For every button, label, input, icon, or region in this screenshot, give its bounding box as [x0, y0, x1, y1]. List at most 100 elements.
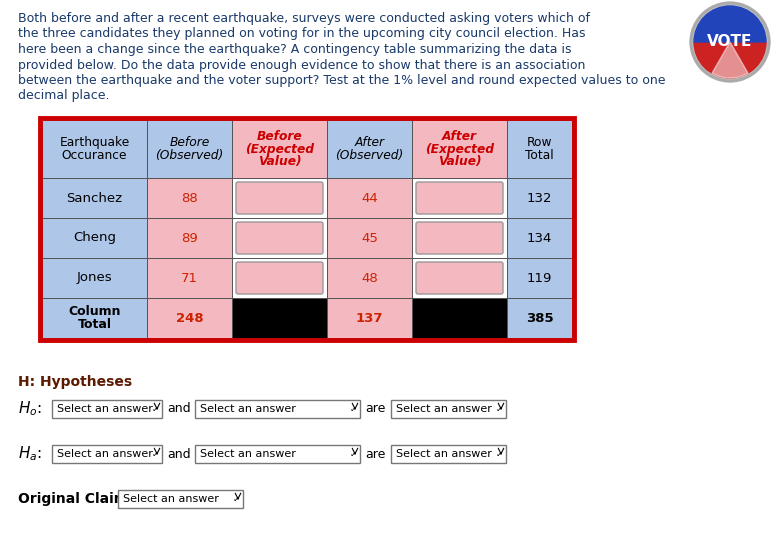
Text: Select an answer: Select an answer	[200, 404, 296, 414]
Bar	[147, 258, 232, 298]
Text: Before: Before	[257, 130, 302, 143]
FancyBboxPatch shape	[52, 445, 162, 463]
Text: 119: 119	[527, 272, 552, 285]
Text: 89: 89	[181, 231, 198, 244]
Wedge shape	[712, 42, 748, 78]
Text: (Expected: (Expected	[245, 143, 314, 156]
Text: After: After	[355, 136, 384, 149]
Bar	[147, 120, 232, 178]
Text: decimal place.: decimal place.	[18, 89, 110, 102]
FancyBboxPatch shape	[236, 262, 323, 294]
Bar	[232, 178, 327, 218]
Text: (Expected: (Expected	[425, 143, 494, 156]
Bar	[507, 218, 572, 258]
Text: ✓: ✓	[233, 494, 240, 504]
Bar	[232, 218, 327, 258]
Bar	[42, 120, 147, 178]
Text: and: and	[167, 403, 190, 416]
Text: Total: Total	[78, 318, 111, 331]
FancyBboxPatch shape	[236, 182, 323, 214]
Bar	[42, 298, 147, 338]
Text: ✓: ✓	[496, 449, 503, 459]
Bar	[147, 298, 232, 338]
FancyBboxPatch shape	[416, 262, 503, 294]
Text: (Observed): (Observed)	[335, 149, 403, 162]
Bar	[232, 298, 327, 338]
Bar	[147, 178, 232, 218]
Text: Select an answer: Select an answer	[123, 494, 219, 504]
Text: ✓: ✓	[349, 449, 356, 459]
Circle shape	[706, 18, 754, 66]
Bar	[42, 218, 147, 258]
Text: Before: Before	[169, 136, 210, 149]
Text: 71: 71	[181, 272, 198, 285]
Text: Both before and after a recent earthquake, surveys were conducted asking voters : Both before and after a recent earthquak…	[18, 12, 590, 25]
Text: provided below. Do the data provide enough evidence to show that there is an ass: provided below. Do the data provide enou…	[18, 59, 586, 72]
Bar	[42, 258, 147, 298]
Bar	[327, 178, 412, 218]
Text: ✓: ✓	[496, 404, 503, 414]
Text: Value): Value)	[438, 156, 482, 169]
Text: ✓: ✓	[151, 404, 158, 414]
Text: are: are	[365, 448, 385, 461]
Circle shape	[690, 2, 770, 82]
Text: 248: 248	[175, 312, 204, 325]
FancyBboxPatch shape	[391, 445, 506, 463]
FancyBboxPatch shape	[195, 400, 360, 418]
Bar	[507, 120, 572, 178]
FancyBboxPatch shape	[416, 222, 503, 254]
Text: Select an answer: Select an answer	[57, 449, 153, 459]
FancyBboxPatch shape	[391, 400, 506, 418]
Text: VOTE: VOTE	[707, 35, 752, 49]
Text: 137: 137	[355, 312, 383, 325]
Bar	[327, 258, 412, 298]
Bar	[40, 118, 574, 340]
Text: Column: Column	[68, 305, 121, 318]
Bar	[412, 258, 507, 298]
Circle shape	[695, 7, 765, 77]
Text: between the earthquake and the voter support? Test at the 1% level and round exp: between the earthquake and the voter sup…	[18, 74, 666, 87]
Text: Total: Total	[525, 149, 554, 162]
Wedge shape	[694, 6, 766, 42]
Text: Cheng: Cheng	[73, 231, 116, 244]
Text: 385: 385	[525, 312, 554, 325]
Bar	[412, 120, 507, 178]
Text: Select an answer: Select an answer	[396, 404, 492, 414]
Text: Select an answer: Select an answer	[57, 404, 153, 414]
Text: 44: 44	[361, 191, 378, 204]
Text: 45: 45	[361, 231, 378, 244]
Text: ✓: ✓	[151, 449, 158, 459]
Text: 132: 132	[527, 191, 552, 204]
Text: Occurance: Occurance	[62, 149, 128, 162]
Bar	[412, 298, 507, 338]
Bar	[412, 218, 507, 258]
FancyBboxPatch shape	[118, 490, 243, 508]
Bar	[507, 258, 572, 298]
Circle shape	[702, 14, 758, 70]
Bar	[327, 298, 412, 338]
Text: 134: 134	[527, 231, 552, 244]
Text: ✓: ✓	[349, 404, 356, 414]
Text: are: are	[365, 403, 385, 416]
Bar	[147, 218, 232, 258]
Text: Select an answer: Select an answer	[200, 449, 296, 459]
Text: $H_o$:: $H_o$:	[18, 399, 41, 418]
Bar	[327, 120, 412, 178]
Text: Row: Row	[527, 136, 552, 149]
Wedge shape	[694, 42, 766, 78]
Text: and: and	[167, 448, 190, 461]
Text: Original Claim:: Original Claim:	[18, 492, 134, 506]
Bar	[507, 178, 572, 218]
Bar	[327, 218, 412, 258]
Circle shape	[692, 4, 768, 80]
FancyBboxPatch shape	[195, 445, 360, 463]
Text: $H_a$:: $H_a$:	[18, 444, 41, 463]
FancyBboxPatch shape	[416, 182, 503, 214]
Text: 88: 88	[181, 191, 198, 204]
Text: After: After	[442, 130, 477, 143]
Text: Value): Value)	[258, 156, 301, 169]
Bar	[42, 178, 147, 218]
Text: Jones: Jones	[77, 272, 112, 285]
Bar	[412, 178, 507, 218]
Text: the three candidates they planned on voting for in the upcoming city council ele: the three candidates they planned on vot…	[18, 28, 586, 41]
